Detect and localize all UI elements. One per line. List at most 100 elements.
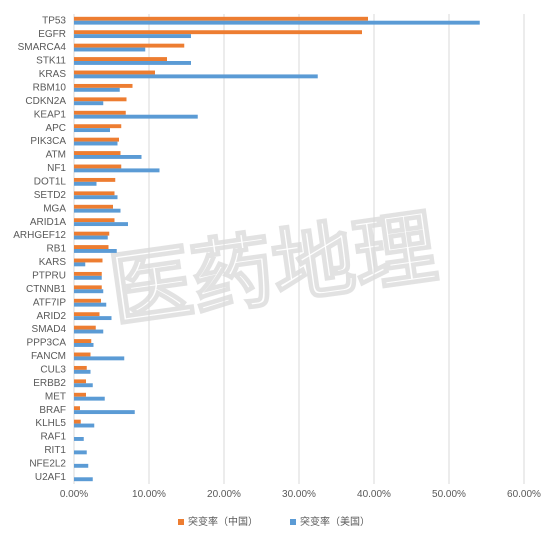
bar-usa	[74, 249, 117, 253]
watermark-text: 医药地理	[104, 200, 442, 340]
bar-china	[74, 271, 102, 276]
bar-usa	[74, 477, 93, 482]
category-label: ATF7IP	[33, 297, 66, 308]
category-label: PPP3CA	[27, 338, 67, 349]
bar-china	[74, 419, 81, 424]
bar-usa	[74, 168, 160, 173]
bar-usa	[74, 20, 480, 25]
category-label: DOT1L	[34, 176, 67, 187]
legend-label: 突变率（美国）	[300, 515, 370, 528]
bar-china	[74, 379, 86, 384]
bar-china	[74, 43, 185, 48]
category-label: RAF1	[40, 432, 66, 443]
category-label: KLHL5	[35, 418, 66, 429]
bar-usa	[74, 222, 128, 227]
bar-usa	[74, 47, 146, 52]
category-label: ATM	[46, 150, 66, 161]
bar-usa	[74, 356, 125, 361]
category-label: TP53	[42, 15, 66, 26]
category-label: EGFR	[38, 29, 66, 40]
bar-usa	[74, 450, 87, 455]
bar-usa	[74, 262, 86, 267]
category-label: BRAF	[39, 405, 66, 416]
category-label: NFE2L2	[29, 458, 66, 469]
category-label: RIT1	[44, 445, 66, 456]
x-tick-label: 30.00%	[282, 489, 316, 500]
category-label: CTNNB1	[26, 284, 66, 295]
x-tick-label: 0.00%	[60, 489, 88, 500]
bar-usa	[74, 423, 95, 428]
x-tick-label: 50.00%	[432, 489, 466, 500]
watermark: 医药地理	[103, 199, 443, 341]
x-tick-label: 60.00%	[507, 489, 541, 500]
bar-china	[74, 30, 362, 35]
category-label: CUL3	[40, 364, 66, 375]
category-label: PTPRU	[32, 270, 66, 281]
bar-china	[74, 164, 122, 169]
bar-china	[74, 258, 103, 263]
bar-usa	[74, 396, 105, 401]
category-label: PIK3CA	[30, 136, 66, 147]
bar-usa	[74, 195, 118, 200]
bar-usa	[74, 61, 191, 65]
bar-china	[74, 97, 127, 102]
bar-china	[74, 352, 91, 357]
bar-china	[74, 151, 121, 155]
category-label: RBM10	[33, 82, 67, 93]
bar-china	[74, 285, 102, 290]
bar-usa	[74, 34, 191, 39]
category-label: KEAP1	[34, 109, 67, 120]
legend-label: 突变率（中国）	[188, 515, 258, 528]
category-label: SETD2	[34, 190, 67, 201]
category-label: ARID2	[37, 311, 67, 322]
bar-usa	[74, 141, 118, 146]
bar-china	[74, 298, 101, 303]
x-tick-labels: 0.00% 10.00% 20.00% 30.00% 40.00% 50.00% 60.00…	[60, 489, 541, 500]
bar-usa	[74, 343, 94, 347]
bar-usa	[74, 181, 97, 186]
category-label: FANCM	[31, 351, 66, 362]
legend: 突变率（中国） 突变率（美国）	[178, 515, 370, 528]
x-tick-label: 40.00%	[357, 489, 391, 500]
bar-usa	[74, 410, 135, 415]
category-label: APC	[45, 123, 66, 134]
bar-china	[74, 83, 133, 88]
category-label: ARID1A	[30, 217, 66, 228]
bar-usa	[74, 316, 112, 321]
legend-swatch	[178, 519, 184, 525]
bar-usa	[74, 208, 121, 213]
category-labels: TP53 EGFR SMARCA4 STK11 KRAS RBM10 CDKN2A KEAP1…	[13, 15, 66, 483]
category-label: SMAD4	[32, 324, 67, 335]
bar-usa	[74, 128, 110, 133]
bar-usa	[74, 74, 318, 79]
bar-china	[74, 365, 87, 370]
bar-china	[74, 191, 115, 196]
bar-usa	[74, 329, 104, 334]
bar-china	[74, 312, 100, 317]
bar-china	[74, 245, 109, 249]
bar-usa	[74, 437, 84, 441]
bar-usa	[74, 235, 108, 240]
bar-china	[74, 339, 92, 343]
gridlines	[73, 14, 525, 484]
bar-china	[74, 137, 119, 142]
category-label: KRAS	[39, 69, 67, 80]
category-label: RB1	[47, 244, 67, 255]
category-label: MGA	[43, 203, 66, 214]
bar-china	[74, 325, 96, 330]
bar-china	[74, 406, 80, 411]
bar-usa	[74, 369, 91, 374]
bar-usa	[74, 463, 89, 468]
bar-usa	[74, 302, 107, 307]
category-label: U2AF1	[35, 472, 67, 483]
bar-usa	[74, 383, 93, 388]
bar-china	[74, 218, 115, 223]
bar-china	[74, 392, 86, 397]
category-label: KARS	[39, 257, 67, 268]
category-label: NF1	[47, 163, 66, 174]
category-label: MET	[45, 391, 66, 402]
legend-swatch	[290, 519, 296, 525]
category-label: ARHGEF12	[13, 230, 66, 241]
bars	[74, 16, 480, 482]
